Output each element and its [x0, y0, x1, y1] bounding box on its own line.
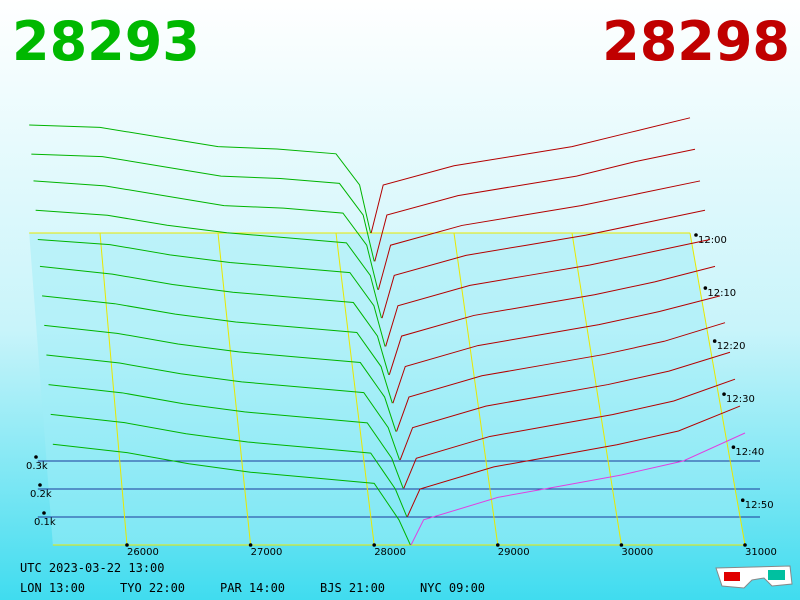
time-tick-label: 12:40 — [735, 447, 764, 458]
time-tick-dot — [694, 233, 698, 237]
bid-depth-line — [50, 413, 408, 517]
time-tick-dot — [703, 286, 708, 290]
ask-depth-line — [392, 295, 721, 404]
bid-depth-line — [31, 153, 375, 262]
bid-depth-line — [33, 180, 379, 290]
ask-depth-line — [381, 209, 706, 319]
ask-depth-line — [374, 148, 696, 262]
bid-depth-line — [52, 443, 411, 546]
depth-tick-label: 0.3k — [26, 461, 48, 472]
depth-tick-label: 0.2k — [30, 489, 52, 500]
ask-depth-line — [385, 239, 711, 347]
city-time: PAR 14:00 — [220, 581, 285, 595]
time-tick-dot — [740, 498, 745, 503]
city-time: BJS 21:00 — [320, 581, 385, 595]
ask-depth-line — [370, 117, 691, 234]
time-tick-label: 12:10 — [707, 288, 736, 299]
bid-depth-line — [44, 324, 397, 432]
ask-depth-line — [410, 432, 746, 546]
city-time: NYC 09:00 — [420, 581, 485, 595]
price-grid-line — [335, 232, 375, 546]
time-tick-label: 12:00 — [698, 235, 727, 246]
price-tick-dot — [496, 543, 500, 547]
city-time: LON 13:00 — [20, 581, 85, 595]
price-grid-line — [689, 232, 746, 546]
depth-tick-dot — [38, 483, 42, 487]
time-tick-dot — [712, 339, 717, 343]
bid-depth-line — [39, 265, 390, 375]
bid-price: 28293 — [12, 10, 200, 73]
ask-depth-line — [399, 351, 731, 461]
price-tick-label: 31000 — [745, 547, 777, 558]
bid-depth-line — [42, 295, 393, 404]
price-grid-line — [453, 232, 499, 546]
price-tick-label: 27000 — [251, 547, 283, 558]
depth-tick-dot — [34, 455, 38, 459]
bid-depth-line — [48, 384, 404, 489]
price-tick-dot — [372, 543, 377, 547]
lens-cyan — [768, 570, 785, 580]
bid-depth-line — [46, 354, 401, 461]
time-tick-label: 12:30 — [726, 394, 755, 405]
time-tick-dot — [722, 392, 726, 396]
ask-price: 28298 — [602, 10, 790, 73]
price-grid-line — [571, 232, 622, 546]
glasses-icon — [715, 565, 793, 589]
price-tick-dot — [619, 543, 624, 547]
depth-tick-label: 0.1k — [34, 517, 56, 528]
ask-depth-line — [403, 378, 736, 489]
utc-time: UTC 2023-03-22 13:00 — [20, 561, 165, 575]
ask-depth-line — [377, 180, 701, 290]
price-tick-dot — [248, 543, 253, 547]
bid-depth-line — [29, 124, 372, 234]
price-tick-label: 30000 — [621, 547, 653, 558]
price-tick-label: 29000 — [498, 547, 530, 558]
bid-depth-line — [37, 239, 386, 347]
price-grid-line — [217, 232, 252, 546]
ask-depth-line — [396, 322, 726, 432]
price-tick-label: 28000 — [374, 547, 406, 558]
floor-plane — [29, 233, 745, 545]
depth-tick-dot — [42, 511, 46, 515]
price-tick-label: 26000 — [127, 547, 159, 558]
time-tick-label: 12:20 — [717, 341, 746, 352]
city-time: TYO 22:00 — [120, 581, 185, 595]
lens-red — [724, 572, 740, 581]
ask-depth-line — [406, 405, 741, 517]
price-tick-dot — [125, 543, 129, 547]
time-tick-dot — [731, 445, 736, 449]
ask-depth-line — [388, 265, 716, 375]
price-tick-dot — [743, 543, 747, 547]
price-grid-line — [99, 232, 128, 546]
bid-depth-line — [35, 209, 382, 319]
time-tick-label: 12:50 — [745, 500, 774, 511]
